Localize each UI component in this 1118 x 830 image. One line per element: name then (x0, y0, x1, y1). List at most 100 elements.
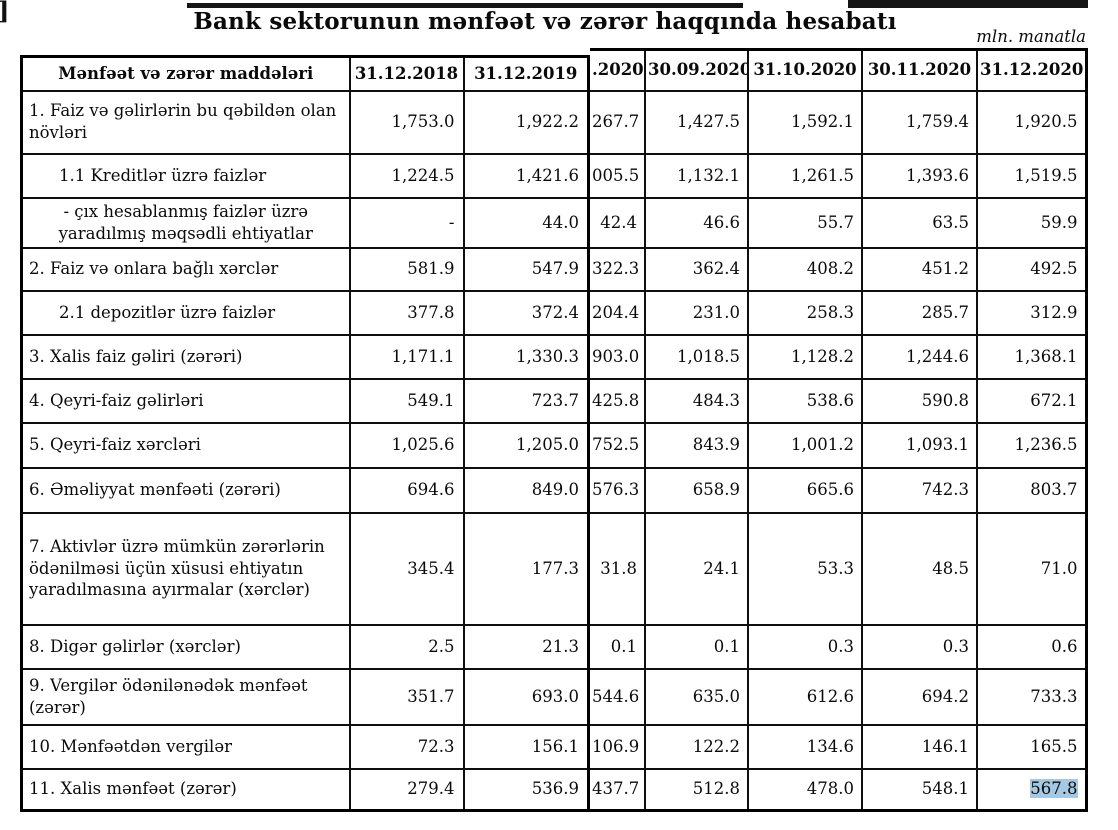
value-clipped: 31.8 (590, 511, 646, 626)
table-row: 31.8 24.1 53.3 48.5 71.0 (590, 511, 1087, 626)
row-label: 10. Mənfəətdən vergilər (20, 723, 351, 770)
table-row: 3. Xalis faiz gəliri (zərəri) 1,171.1 1,… (20, 333, 590, 380)
table-row: 8. Digər gəlirlər (xərclər) 2.5 21.3 (20, 623, 590, 670)
value-oct: 538.6 (747, 377, 863, 424)
value-2019: 156.1 (462, 723, 590, 770)
table-row: 322.3 362.4 408.2 451.2 492.5 (590, 246, 1087, 292)
row-label: 6. Əməliyyat mənfəəti (zərəri) (20, 466, 351, 514)
value-sep: 122.2 (644, 723, 749, 770)
value-sep: 1,132.1 (644, 152, 749, 199)
value-nov: 548.1 (861, 767, 978, 812)
col-header-31-10-2020: 31.10.2020 (747, 48, 863, 92)
value-nov: 1,093.1 (861, 421, 978, 469)
top-rule-right (848, 0, 1088, 8)
value-2019: 1,421.6 (462, 152, 590, 199)
top-rule-left (187, 3, 743, 8)
value-clipped: 42.4 (590, 196, 646, 249)
value-clipped: 106.9 (590, 723, 646, 770)
value-clipped: 0.1 (590, 623, 646, 670)
row-label: 2. Faiz və onlara bağlı xərclər (20, 246, 351, 292)
value-2018: 345.4 (348, 511, 465, 626)
value-2019: 372.4 (462, 289, 590, 336)
table-row: 11. Xalis mənfəət (zərər) 279.4 536.9 (20, 767, 590, 812)
value-oct: 1,592.1 (747, 89, 863, 155)
value-dec: 71.0 (976, 511, 1087, 626)
value-2019: 21.3 (462, 623, 590, 670)
value-dec: 733.3 (976, 667, 1087, 726)
table-row: 425.8 484.3 538.6 590.8 672.1 (590, 377, 1087, 424)
value-2018: 72.3 (348, 723, 465, 770)
value-2018: 1,224.5 (348, 152, 465, 199)
value-oct: 134.6 (747, 723, 863, 770)
row-label: - çıx hesablanmış faizlər üzrə yaradılmı… (20, 196, 351, 249)
value-oct: 53.3 (747, 511, 863, 626)
table-row: 2. Faiz və onlara bağlı xərclər 581.9 54… (20, 246, 590, 292)
value-clipped: 267.7 (590, 89, 646, 155)
value-2019: 547.9 (462, 246, 590, 292)
value-2018: 1,025.6 (348, 421, 465, 469)
value-dec: 165.5 (976, 723, 1087, 770)
value-nov: 1,759.4 (861, 89, 978, 155)
value-nov: 451.2 (861, 246, 978, 292)
table-row: 437.7 512.8 478.0 548.1 567.8 (590, 767, 1087, 812)
col-header-clipped-2020: .2020 (590, 48, 646, 92)
unit-note: mln. manatla (976, 27, 1086, 46)
value-nov: 590.8 (861, 377, 978, 424)
table-row: 4. Qeyri-faiz gəlirləri 549.1 723.7 (20, 377, 590, 424)
value-2019: 1,922.2 (462, 89, 590, 155)
header-row: .2020 30.09.2020 31.10.2020 30.11.2020 3… (590, 48, 1087, 92)
value-clipped: 576.3 (590, 466, 646, 514)
value-oct: 0.3 (747, 623, 863, 670)
value-2018: 279.4 (348, 767, 465, 812)
value-oct: 478.0 (747, 767, 863, 812)
col-header-2018: 31.12.2018 (348, 55, 465, 92)
value-oct: 1,261.5 (747, 152, 863, 199)
clipped-edge-glyph: ] (0, 0, 9, 25)
table-row: 267.7 1,427.5 1,592.1 1,759.4 1,920.5 (590, 89, 1087, 155)
value-sep: 231.0 (644, 289, 749, 336)
col-header-30-11-2020: 30.11.2020 (861, 48, 978, 92)
table-row: 10. Mənfəətdən vergilər 72.3 156.1 (20, 723, 590, 770)
table-row: 1. Faiz və gəlirlərin bu qəbildən olan n… (20, 89, 590, 155)
overlay-table-clip: .2020 30.09.2020 31.10.2020 30.11.2020 3… (590, 48, 1089, 812)
table-row: 42.4 46.6 55.7 63.5 59.9 (590, 196, 1087, 249)
row-label: 7. Aktivlər üzrə mümkün zərərlərin ödəni… (20, 511, 351, 626)
value-oct: 408.2 (747, 246, 863, 292)
value-2019: 536.9 (462, 767, 590, 812)
value-sep: 362.4 (644, 246, 749, 292)
value-dec: 672.1 (976, 377, 1087, 424)
value-sep: 635.0 (644, 667, 749, 726)
col-header-2019: 31.12.2019 (462, 55, 590, 92)
value-dec: 803.7 (976, 466, 1087, 514)
value-2018: 377.8 (348, 289, 465, 336)
table-row: 1.1 Kreditlər üzrə faizlər 1,224.5 1,421… (20, 152, 590, 199)
row-label: 1.1 Kreditlər üzrə faizlər (20, 152, 351, 199)
table-row: 7. Aktivlər üzrə mümkün zərərlərin ödəni… (20, 511, 590, 626)
value-sep: 24.1 (644, 511, 749, 626)
col-header-items: Mənfəət və zərər maddələri (20, 55, 351, 92)
value-2018: 1,171.1 (348, 333, 465, 380)
value-oct: 55.7 (747, 196, 863, 249)
value-clipped: 204.4 (590, 289, 646, 336)
value-nov: 1,393.6 (861, 152, 978, 199)
value-sep: 658.9 (644, 466, 749, 514)
value-nov: 0.3 (861, 623, 978, 670)
value-2018: 694.6 (348, 466, 465, 514)
table-row: - çıx hesablanmış faizlər üzrə yaradılmı… (20, 196, 590, 249)
value-clipped: 752.5 (590, 421, 646, 469)
profit-loss-table-right: .2020 30.09.2020 31.10.2020 30.11.2020 3… (590, 48, 1088, 812)
value-oct: 1,128.2 (747, 333, 863, 380)
value-sep: 1,427.5 (644, 89, 749, 155)
value-2019: 723.7 (462, 377, 590, 424)
table-row: 0.1 0.1 0.3 0.3 0.6 (590, 623, 1087, 670)
value-nov: 742.3 (861, 466, 978, 514)
table-row: 2.1 depozitlər üzrə faizlər 377.8 372.4 (20, 289, 590, 336)
value-dec: 0.6 (976, 623, 1087, 670)
value-clipped: 903.0 (590, 333, 646, 380)
row-label: 3. Xalis faiz gəliri (zərəri) (20, 333, 351, 380)
value-sep: 1,018.5 (644, 333, 749, 380)
value-dec: 492.5 (976, 246, 1087, 292)
value-2019: 849.0 (462, 466, 590, 514)
value-sep: 0.1 (644, 623, 749, 670)
value-dec: 59.9 (976, 196, 1087, 249)
